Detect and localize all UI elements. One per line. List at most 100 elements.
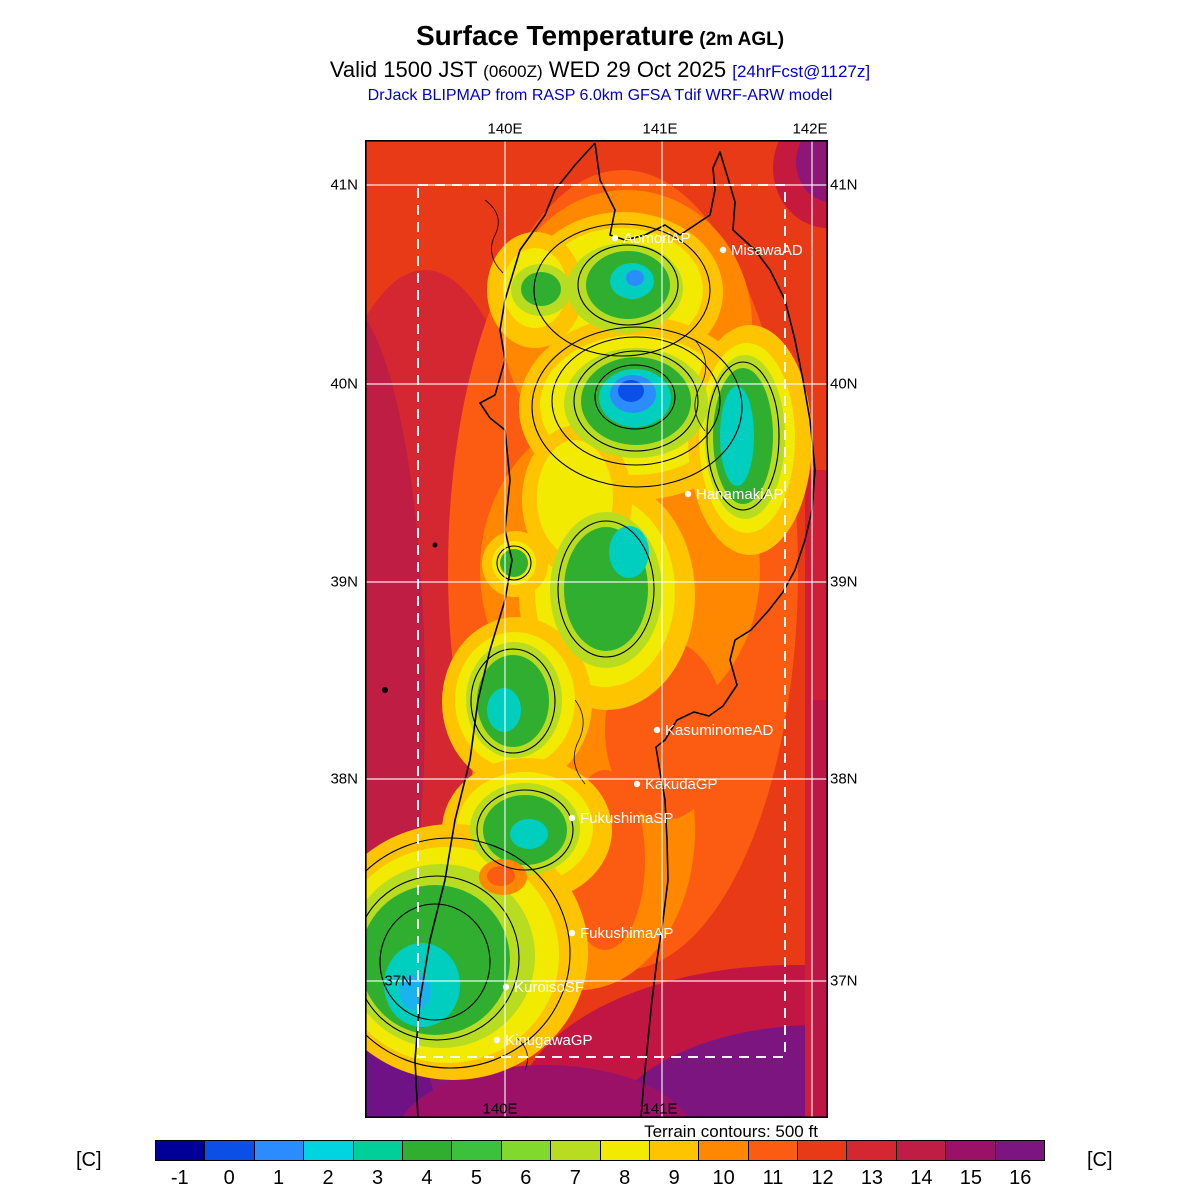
colorbar-tick--1: -1: [170, 1167, 189, 1189]
temperature-region: [626, 270, 644, 286]
colorbar-tick-9: 9: [668, 1167, 680, 1189]
colorbar-segment-1: [254, 1141, 305, 1160]
contour-line: [573, 350, 699, 452]
colorbar-segment-15: [946, 1141, 996, 1160]
contour-line: [557, 520, 655, 658]
temperature-region: [521, 272, 561, 306]
terrain-contour: [484, 199, 504, 274]
temperature-region: [399, 974, 431, 1010]
contour-line: [533, 223, 711, 357]
colorbar-segment-5: [452, 1141, 502, 1160]
colorbar-tick-15: 15: [959, 1167, 982, 1189]
island: [382, 687, 388, 693]
axis-label-41n: 41N: [330, 176, 358, 194]
axis-label-38n: 38N: [830, 770, 858, 788]
contour-line: [551, 336, 721, 466]
station-dot-KuroisoSF: [502, 983, 510, 991]
axis-label-142e: 142E: [792, 120, 828, 138]
coastline-west: [414, 142, 596, 1118]
contour-line: [379, 903, 491, 1021]
colorbar-tick-13: 13: [860, 1167, 884, 1189]
colorbar-tick-5: 5: [470, 1167, 482, 1189]
title-main: Surface Temperature: [415, 20, 694, 51]
colorbar-segment--1: [156, 1141, 206, 1160]
axis-label-39n: 39N: [830, 573, 858, 591]
station-label-KasuminomeAD: KasuminomeAD: [665, 722, 774, 739]
axis-label-39n: 39N: [330, 573, 358, 591]
temperature-region: [618, 380, 644, 402]
axis-label-41n: 41N: [830, 176, 858, 194]
colorbar-unit-left: [C]: [76, 1149, 102, 1171]
contour-line: [496, 545, 532, 581]
axis-label-37n: 37N: [830, 972, 858, 990]
colorbar-segment-0: [205, 1141, 255, 1160]
colorbar-tick-8: 8: [619, 1167, 631, 1189]
axis-label-38n: 38N: [330, 770, 358, 788]
colorbar-tick-12: 12: [811, 1167, 834, 1189]
page-title: Surface Temperature (2m AGL): [0, 20, 1200, 52]
terrain-contour: [516, 1037, 529, 1071]
station-label-FukushimaAP: FukushimaAP: [580, 925, 673, 942]
station-label-HanamakiAP: HanamakiAP: [696, 486, 784, 503]
station-dot-KinugawaGP: [493, 1036, 501, 1044]
colorbar-segment-2: [304, 1141, 354, 1160]
contour-line: [365, 837, 571, 1069]
temperature-region: [487, 866, 515, 886]
station-label-AomoriAP: AomoriAP: [623, 230, 691, 247]
colorbar-tick-6: 6: [520, 1167, 532, 1189]
station-label-MisawaAD: MisawaAD: [731, 242, 803, 259]
temperature-region: [609, 526, 649, 578]
temperature-region: [500, 549, 528, 577]
valid-fcst: [24hrFcst@1127z]: [732, 62, 871, 81]
colorbar: [155, 1140, 1045, 1161]
temperature-region: [720, 386, 754, 486]
contour-line: [577, 244, 679, 326]
colorbar-tick-7: 7: [569, 1167, 581, 1189]
island: [432, 542, 438, 548]
colorbar-tick-2: 2: [322, 1167, 334, 1189]
colorbar-segment-9: [649, 1141, 700, 1160]
station-dot-KakudaGP: [633, 780, 641, 788]
temperature-region: [510, 819, 548, 849]
valid-prefix: Valid 1500 JST: [329, 57, 484, 82]
colorbar-segment-6: [501, 1141, 552, 1160]
station-label-KakudaGP: KakudaGP: [645, 776, 718, 793]
coastline-east: [594, 142, 816, 1118]
colorbar-segment-13: [847, 1141, 897, 1160]
colorbar-segment-8: [600, 1141, 650, 1160]
axis-label-140e: 140E: [487, 120, 523, 138]
colorbar-tick-16: 16: [1009, 1167, 1032, 1189]
station-label-KinugawaGP: KinugawaGP: [505, 1032, 593, 1049]
colorbar-segment-14: [896, 1141, 947, 1160]
axis-label-40n: 40N: [330, 375, 358, 393]
colorbar-segment-11: [748, 1141, 799, 1160]
domain-dashed-box: [417, 184, 786, 1058]
contour-line: [470, 648, 556, 754]
valid-time-line: Valid 1500 JST (0600Z) WED 29 Oct 2025 […: [0, 57, 1200, 83]
colorbar-segment-7: [551, 1141, 601, 1160]
colorbar-segment-10: [699, 1141, 749, 1160]
colorbar-segment-4: [402, 1141, 453, 1160]
station-dot-AomoriAP: [611, 234, 619, 242]
contour-line: [365, 875, 520, 1041]
axis-label-40n: 40N: [830, 375, 858, 393]
colorbar-tick-1: 1: [273, 1167, 285, 1189]
temperature-region: [487, 688, 521, 732]
colorbar-tick-3: 3: [371, 1167, 384, 1189]
station-label-KuroisoSF: KuroisoSF: [514, 979, 584, 996]
colorbar-tick-11: 11: [762, 1167, 784, 1189]
station-dot-HanamakiAP: [684, 490, 692, 498]
colorbar-tick-10: 10: [712, 1167, 735, 1189]
station-dot-KasuminomeAD: [653, 726, 661, 734]
map-frame: [365, 140, 828, 1118]
colorbar-segment-3: [353, 1141, 403, 1160]
contour-line: [476, 789, 574, 871]
station-dot-FukushimaAP: [568, 929, 576, 937]
colorbar-tick-4: 4: [421, 1167, 433, 1189]
temperature-region: [812, 700, 828, 1118]
axis-label-141e: 141E: [642, 120, 678, 138]
station-label-FukushimaSP: FukushimaSP: [580, 810, 673, 827]
contour-line: [531, 326, 743, 488]
colorbar-tick-0: 0: [223, 1167, 235, 1189]
